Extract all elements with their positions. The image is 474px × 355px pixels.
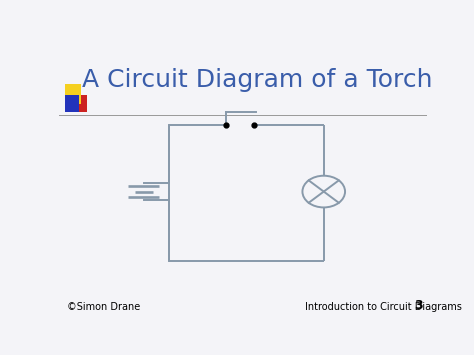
Text: Introduction to Circuit Diagrams: Introduction to Circuit Diagrams: [305, 302, 462, 312]
Bar: [65, 84, 82, 104]
Text: A Circuit Diagram of a Torch: A Circuit Diagram of a Torch: [82, 67, 433, 92]
Text: ©Simon Drane: ©Simon Drane: [66, 302, 140, 312]
Circle shape: [302, 176, 345, 207]
Bar: [70, 94, 87, 112]
Text: 3: 3: [414, 299, 422, 312]
Bar: [65, 94, 80, 112]
